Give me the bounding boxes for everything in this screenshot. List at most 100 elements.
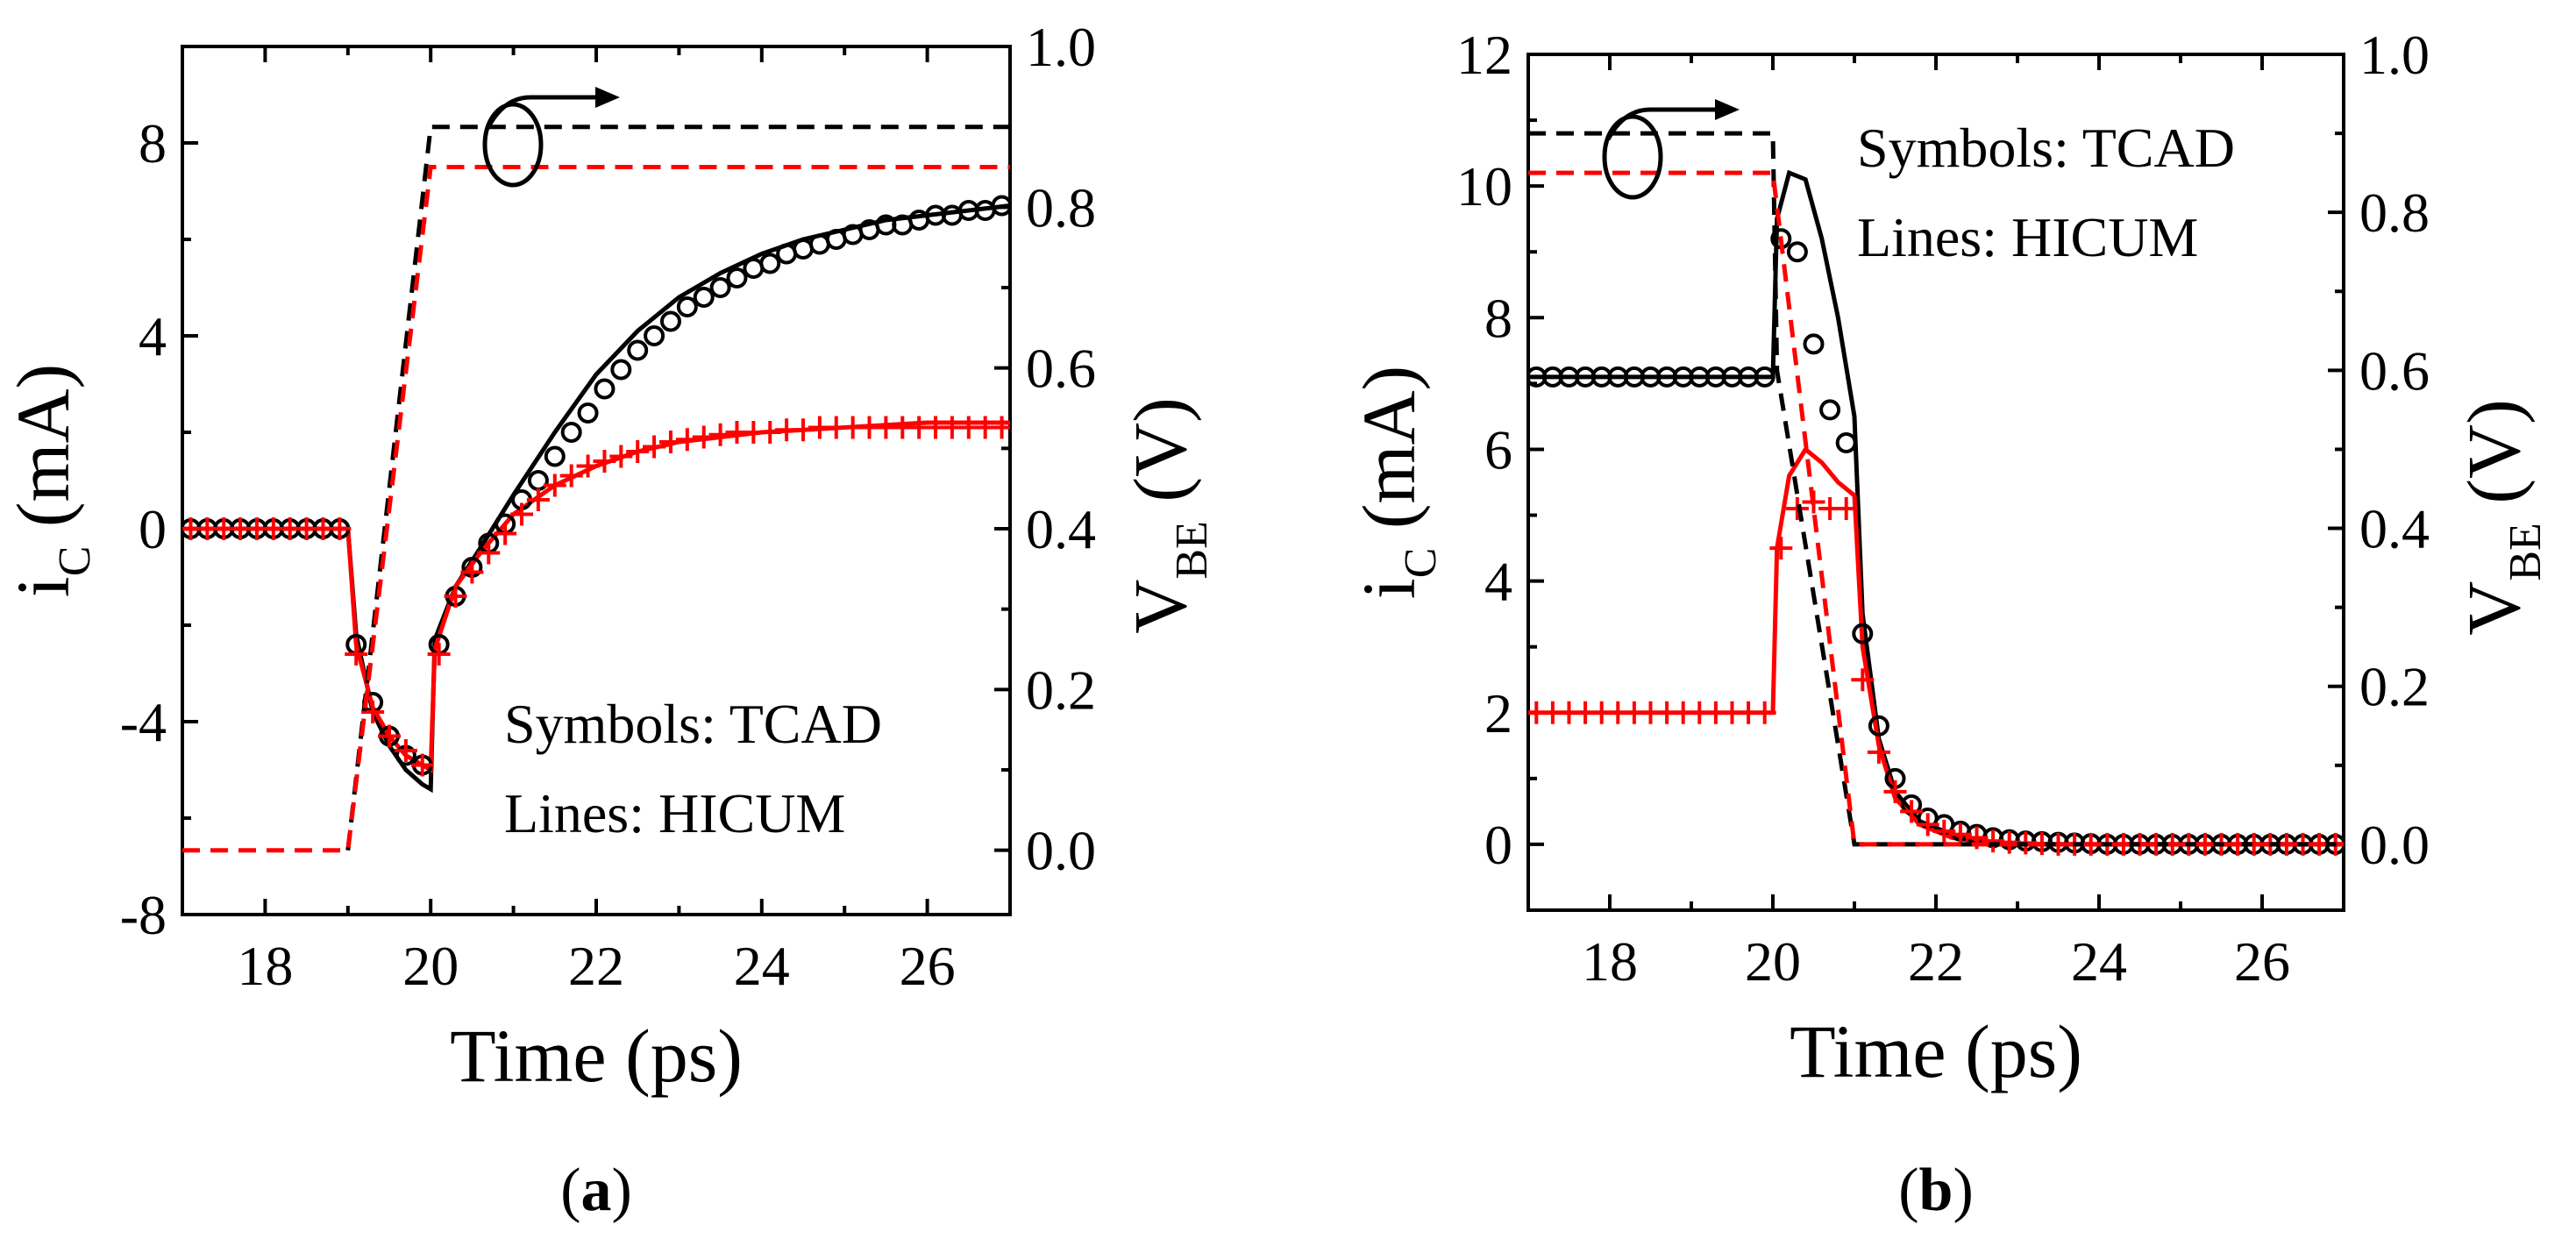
x-tick-label: 24: [2071, 930, 2127, 993]
data-point: [726, 267, 748, 288]
chart-panel-a: 18 20 22 24 26 -8 -4 0 4 8 0.0 0.2 0.4 0.6 0.8 1.0 Time …: [1, 16, 1217, 1224]
x-tick-label: 18: [237, 935, 293, 997]
arrow-head-icon: [595, 87, 620, 108]
y2-tick-label: 0.8: [2359, 182, 2430, 244]
data-point: [759, 253, 781, 274]
axis-indicator-ellipse: [482, 102, 544, 188]
series-markers-2: [1528, 228, 2344, 855]
y2-tick-label: 0.4: [2359, 498, 2430, 560]
data-point: [477, 541, 501, 565]
y-tick-label: -4: [120, 691, 167, 753]
series-line-5: [1528, 170, 2344, 847]
y2-tick-label: 0.6: [2359, 339, 2430, 402]
panel-label: (a): [560, 1157, 632, 1224]
legend-entry: Lines: HICUM: [1857, 206, 2198, 268]
data-point: [526, 488, 550, 511]
data-point: [692, 425, 715, 449]
data-point: [1883, 780, 1907, 803]
data-point: [658, 431, 682, 453]
x-tick-label: 18: [1582, 930, 1638, 993]
legend-entry: Lines: HICUM: [504, 782, 845, 844]
data-point: [1932, 819, 1956, 843]
data-point: [758, 421, 782, 444]
series-line-1: [1528, 445, 2344, 847]
data-point: [792, 418, 815, 442]
y-tick-label: 12: [1456, 24, 1512, 86]
data-point: [378, 724, 401, 748]
data-point: [593, 450, 616, 473]
data-point: [676, 296, 698, 317]
x-tick-label: 26: [2234, 930, 2290, 993]
data-point: [444, 585, 467, 608]
data-point: [708, 423, 732, 446]
data-point: [991, 195, 1010, 217]
data-point: [361, 701, 385, 723]
data-point: [345, 643, 368, 666]
data-point: [1786, 241, 1808, 263]
y-tick-label: -8: [120, 884, 167, 946]
y2-tick-label: 0.0: [2359, 814, 2430, 876]
data-point: [659, 310, 681, 332]
data-point: [627, 339, 649, 361]
y-tick-label: 4: [1484, 551, 1512, 613]
data-point: [626, 440, 650, 463]
data-point: [1900, 800, 1924, 823]
series-line-5: [182, 165, 1010, 853]
y-tick-label: 8: [139, 112, 167, 174]
legend-entry: Symbols: TCAD: [1857, 117, 2235, 179]
data-point: [1803, 333, 1825, 355]
x-tick-label: 22: [568, 935, 624, 997]
y2-tick-label: 1.0: [1026, 16, 1096, 78]
data-point: [394, 739, 417, 762]
data-point: [1851, 668, 1875, 692]
data-point: [1754, 366, 1775, 388]
y2-tick-label: 0.4: [1026, 498, 1096, 560]
x-tick-label: 20: [402, 935, 459, 997]
y-tick-label: 6: [1484, 418, 1512, 481]
data-point: [1819, 399, 1841, 421]
data-point: [1835, 431, 1857, 453]
series-line-0: [1528, 169, 2344, 847]
y-tick-label: 10: [1456, 155, 1512, 217]
data-point: [1868, 715, 1889, 737]
data-point: [1948, 822, 1972, 846]
y2-tick-label: 0.8: [1026, 176, 1096, 239]
data-point: [427, 643, 451, 666]
data-point: [1769, 537, 1793, 560]
data-point: [990, 416, 1010, 439]
series-group: [182, 125, 1010, 853]
axis-indicator-arrow-line: [486, 95, 601, 129]
axis-indicator-ellipse: [1602, 114, 1663, 200]
y2-axis-title: VBE (V): [1118, 397, 1217, 633]
y2-tick-label: 0.6: [1026, 338, 1096, 400]
data-point: [328, 517, 352, 540]
y-axis-title: iC (mA): [1, 364, 100, 597]
x-tick-label: 20: [1745, 930, 1801, 993]
arrow-head-icon: [1715, 99, 1740, 120]
axis-indicator-arrow-line: [1605, 107, 1720, 141]
data-point: [494, 522, 517, 545]
series-markers-3: [1528, 490, 2344, 856]
data-point: [1867, 740, 1890, 764]
data-point: [560, 422, 582, 443]
y2-tick-label: 0.2: [1026, 659, 1096, 721]
chart-panel-b: 18 20 22 24 260246810120.00.20.40.60.81.0Tim…: [1347, 24, 2551, 1224]
series-line-0: [182, 203, 1010, 794]
x-axis-title: Time (ps): [1790, 1009, 2082, 1093]
y-tick-label: 2: [1484, 682, 1512, 744]
data-point: [675, 428, 699, 452]
data-point: [693, 287, 715, 308]
data-point: [410, 753, 434, 777]
data-point: [510, 502, 534, 526]
y-tick-label: 0: [139, 498, 167, 560]
data-point: [1785, 497, 1809, 521]
y2-tick-label: 0.2: [2359, 656, 2430, 718]
data-point: [709, 277, 731, 298]
data-point: [1834, 497, 1858, 521]
data-point: [576, 454, 600, 478]
y-tick-label: 0: [1484, 814, 1512, 876]
data-point: [577, 402, 599, 424]
y2-tick-label: 1.0: [2359, 24, 2430, 86]
data-point: [1852, 623, 1874, 644]
